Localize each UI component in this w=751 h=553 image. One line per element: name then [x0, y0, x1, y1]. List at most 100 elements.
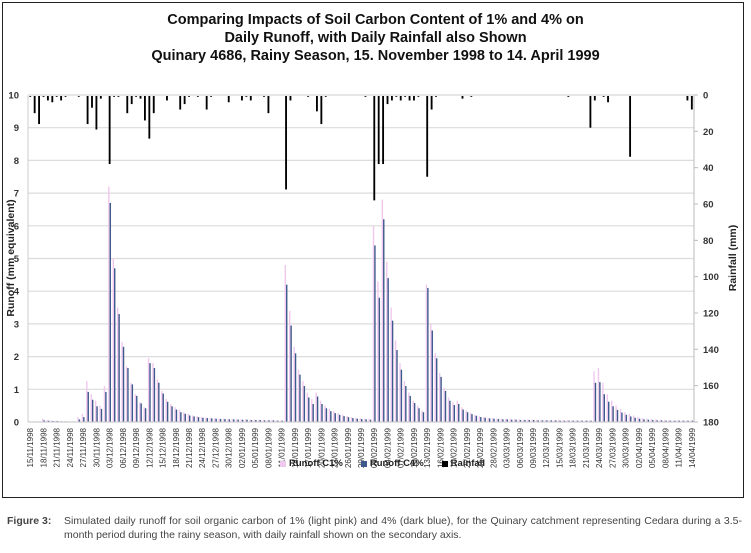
bar-runoff-c1 — [452, 402, 454, 422]
y-tick-label: 1 — [14, 385, 20, 396]
bar-runoff-c4 — [158, 382, 160, 422]
bar-rainfall — [461, 95, 464, 99]
bar-rainfall — [33, 95, 36, 114]
bar-runoff-c4 — [625, 414, 628, 422]
bar-runoff-c1 — [681, 420, 683, 422]
x-tick-label: 11/01/1999 — [278, 427, 287, 467]
bar-runoff-c1 — [403, 381, 406, 422]
bar-rainfall — [430, 95, 433, 110]
bar-runoff-c4 — [219, 419, 222, 422]
x-tick-label: 16/02/1999 — [436, 427, 445, 468]
bar-runoff-c4 — [444, 390, 447, 422]
y-tick-label: 6 — [14, 221, 19, 232]
bar-runoff-c4 — [480, 417, 482, 422]
figure-label: Figure 3: — [7, 515, 52, 527]
bar-runoff-c4 — [78, 419, 81, 422]
bar-runoff-c1 — [77, 417, 79, 422]
bar-rainfall — [589, 95, 592, 128]
bar-runoff-c4 — [405, 386, 407, 422]
bar-runoff-c4 — [674, 420, 676, 422]
bar-runoff-c1 — [483, 417, 485, 422]
x-tick-label: 03/12/1998 — [106, 427, 115, 468]
x-tick-label: 27/11/1998 — [79, 427, 88, 467]
bar-runoff-c1 — [284, 265, 287, 422]
bar-rainfall — [390, 95, 393, 101]
bar-runoff-c4 — [47, 420, 50, 422]
bar-runoff-c1 — [99, 405, 101, 422]
bar-runoff-c1 — [117, 307, 119, 422]
x-tick-label: 25/02/1999 — [476, 427, 485, 468]
bar-runoff-c1 — [633, 415, 635, 422]
bar-runoff-c1 — [505, 418, 507, 422]
bar-runoff-c4 — [440, 376, 442, 422]
bar-runoff-c1 — [368, 418, 370, 422]
bar-runoff-c1 — [315, 392, 317, 422]
bar-runoff-c4 — [224, 419, 226, 422]
bar-runoff-c1 — [386, 261, 388, 422]
bar-runoff-c4 — [131, 384, 134, 422]
bar-runoff-c1 — [562, 420, 564, 422]
y2-tick-label: 0 — [703, 91, 708, 102]
bar-runoff-c4 — [669, 420, 672, 422]
legend-label-runoff-c4: Runoff C4% — [369, 458, 424, 469]
bar-runoff-c1 — [50, 420, 53, 422]
bar-runoff-c4 — [171, 406, 173, 422]
bar-runoff-c1 — [200, 417, 203, 422]
x-tick-label: 12/12/1998 — [145, 427, 154, 468]
bar-runoff-c1 — [214, 418, 216, 422]
bar-runoff-c1 — [650, 419, 653, 422]
bar-runoff-c4 — [533, 420, 535, 422]
bar-runoff-c1 — [363, 418, 366, 422]
bar-runoff-c4 — [277, 420, 279, 422]
bar-runoff-c4 — [197, 417, 200, 422]
bar-runoff-c1 — [381, 199, 384, 422]
bar-runoff-c1 — [302, 381, 304, 422]
y-tick-label: 10 — [8, 91, 19, 102]
y2-tick-label: 80 — [703, 236, 714, 247]
bar-runoff-c1 — [536, 419, 538, 422]
bar-rainfall — [241, 95, 243, 101]
x-tick-label: 17/01/1999 — [304, 427, 313, 468]
x-tick-label: 18/03/1999 — [569, 427, 578, 468]
bar-rainfall — [86, 95, 89, 125]
bar-runoff-c1 — [236, 419, 238, 422]
bar-runoff-c1 — [178, 409, 181, 422]
x-tick-label: 19/02/1999 — [450, 427, 459, 468]
bar-runoff-c1 — [324, 405, 326, 422]
bar-runoff-c4 — [453, 404, 456, 422]
x-tick-label: 08/01/1999 — [264, 427, 273, 468]
bar-runoff-c4 — [524, 420, 526, 422]
y2-tick-label: 180 — [703, 418, 719, 429]
y2-tick-label: 120 — [703, 309, 719, 320]
bar-runoff-c4 — [387, 278, 389, 422]
y-tick-label: 3 — [14, 319, 19, 330]
bar-runoff-c4 — [462, 409, 464, 422]
bar-rainfall — [130, 95, 133, 105]
bar-rainfall — [607, 95, 609, 103]
bar-runoff-c4 — [365, 419, 367, 422]
x-tick-label: 15/11/1998 — [26, 427, 35, 467]
bar-runoff-c1 — [588, 420, 591, 422]
bar-runoff-c1 — [134, 394, 137, 422]
bar-runoff-c4 — [630, 416, 632, 422]
bar-rainfall — [382, 95, 385, 165]
x-tick-label: 02/04/1999 — [635, 427, 644, 468]
y2-tick-label: 160 — [703, 381, 719, 392]
x-tick-label: 15/12/1998 — [159, 427, 168, 468]
bar-runoff-c4 — [316, 396, 319, 422]
bar-runoff-c4 — [43, 420, 45, 422]
bar-runoff-c4 — [290, 325, 292, 422]
bar-runoff-c4 — [665, 420, 667, 422]
bar-runoff-c1 — [311, 399, 313, 422]
bar-runoff-c1 — [646, 418, 648, 422]
bar-runoff-c4 — [621, 412, 623, 422]
bar-rainfall — [46, 95, 49, 101]
bar-rainfall — [267, 95, 270, 114]
bar-runoff-c4 — [466, 412, 469, 422]
x-tick-label: 14/01/1999 — [291, 427, 300, 468]
bar-runoff-c4 — [396, 350, 398, 422]
bar-runoff-c1 — [416, 405, 419, 422]
bar-rainfall — [95, 95, 98, 130]
bar-runoff-c1 — [377, 281, 379, 422]
bar-runoff-c1 — [527, 419, 529, 422]
